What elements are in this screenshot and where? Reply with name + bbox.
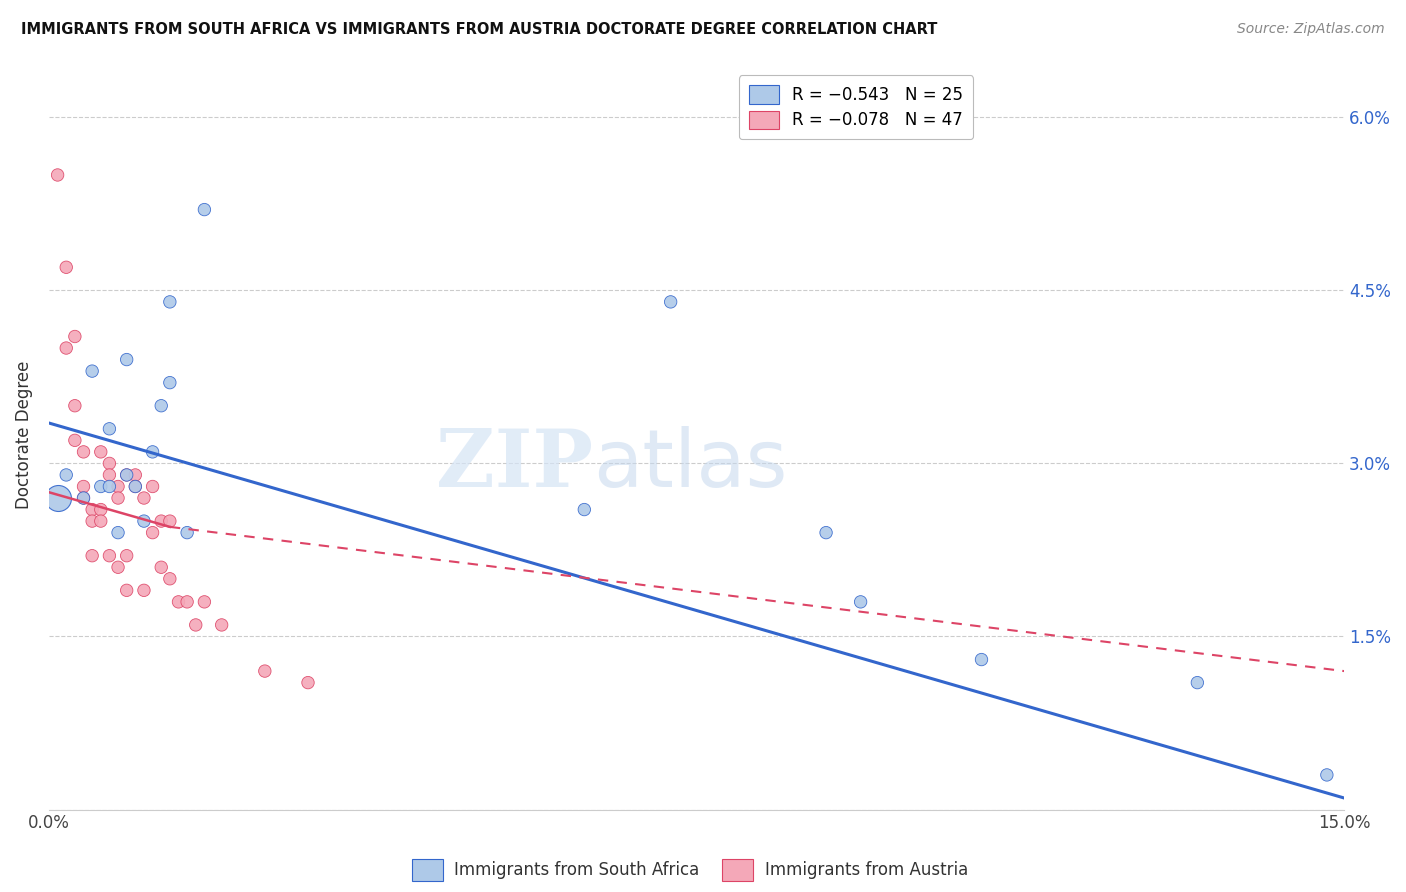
Point xyxy=(107,525,129,540)
Point xyxy=(46,491,69,505)
Point xyxy=(115,352,138,367)
Text: Source: ZipAtlas.com: Source: ZipAtlas.com xyxy=(1237,22,1385,37)
Point xyxy=(90,445,112,459)
Point xyxy=(142,525,165,540)
Point xyxy=(211,618,233,632)
Point xyxy=(107,491,129,505)
Point xyxy=(159,376,181,390)
Point xyxy=(98,457,121,471)
Point xyxy=(90,514,112,528)
Point xyxy=(815,525,838,540)
Point xyxy=(253,664,276,678)
Point xyxy=(63,434,86,448)
Point xyxy=(46,168,69,182)
Point xyxy=(63,399,86,413)
Point xyxy=(115,549,138,563)
Point xyxy=(82,364,104,378)
Point xyxy=(150,514,173,528)
Point xyxy=(132,491,155,505)
Text: Immigrants from South Africa: Immigrants from South Africa xyxy=(454,861,699,880)
Point xyxy=(193,595,215,609)
Point xyxy=(176,525,198,540)
Point xyxy=(72,445,94,459)
Point xyxy=(107,479,129,493)
Point xyxy=(98,479,121,493)
Point xyxy=(124,479,146,493)
Point xyxy=(98,467,121,482)
Point xyxy=(107,560,129,574)
Point xyxy=(63,329,86,343)
Point xyxy=(574,502,596,516)
Point xyxy=(82,549,104,563)
Point xyxy=(1187,675,1209,690)
Y-axis label: Doctorate Degree: Doctorate Degree xyxy=(15,360,32,508)
Text: IMMIGRANTS FROM SOUTH AFRICA VS IMMIGRANTS FROM AUSTRIA DOCTORATE DEGREE CORRELA: IMMIGRANTS FROM SOUTH AFRICA VS IMMIGRAN… xyxy=(21,22,938,37)
Point xyxy=(72,491,94,505)
Point xyxy=(970,652,993,666)
Point xyxy=(98,422,121,436)
Point xyxy=(297,675,319,690)
Point xyxy=(167,595,190,609)
Point xyxy=(159,514,181,528)
Point xyxy=(184,618,207,632)
Point xyxy=(150,560,173,574)
Point xyxy=(1316,768,1339,782)
Point xyxy=(849,595,872,609)
Point xyxy=(55,467,77,482)
Point xyxy=(72,479,94,493)
Point xyxy=(193,202,215,217)
Point xyxy=(124,479,146,493)
Text: ZIP: ZIP xyxy=(436,425,593,504)
Point xyxy=(82,514,104,528)
Text: Immigrants from Austria: Immigrants from Austria xyxy=(765,861,967,880)
Point xyxy=(55,341,77,355)
Point xyxy=(142,445,165,459)
Point xyxy=(115,467,138,482)
Point xyxy=(72,491,94,505)
Point xyxy=(98,549,121,563)
Legend: R = −0.543   N = 25, R = −0.078   N = 47: R = −0.543 N = 25, R = −0.078 N = 47 xyxy=(738,76,973,139)
Point xyxy=(159,572,181,586)
Point xyxy=(142,479,165,493)
Point xyxy=(115,467,138,482)
Point xyxy=(115,583,138,598)
Point xyxy=(90,479,112,493)
Point xyxy=(659,294,682,309)
Point xyxy=(90,502,112,516)
Point xyxy=(132,514,155,528)
Point xyxy=(159,294,181,309)
Point xyxy=(82,502,104,516)
Point xyxy=(124,467,146,482)
Point xyxy=(132,583,155,598)
Point xyxy=(176,595,198,609)
Point xyxy=(150,399,173,413)
Text: atlas: atlas xyxy=(593,425,787,504)
Point xyxy=(55,260,77,275)
